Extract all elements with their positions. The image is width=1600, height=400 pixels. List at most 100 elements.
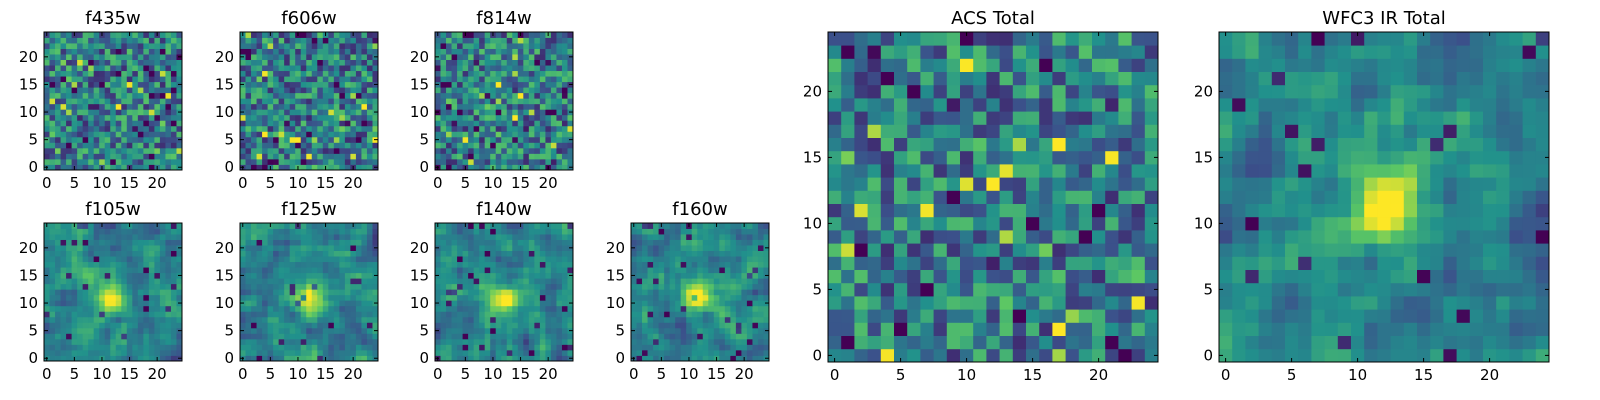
heatmap-cell bbox=[82, 228, 89, 235]
heatmap-cell bbox=[278, 125, 285, 132]
heatmap-cell bbox=[289, 81, 296, 88]
heatmap-cell bbox=[697, 338, 704, 345]
y-tick-label: 15 bbox=[606, 266, 625, 284]
heatmap-cell bbox=[702, 267, 709, 274]
heatmap-cell bbox=[440, 48, 447, 55]
heatmap-cell bbox=[77, 245, 84, 251]
heatmap-cell bbox=[262, 103, 268, 110]
heatmap-cell bbox=[132, 234, 139, 240]
heatmap-cell bbox=[339, 59, 346, 66]
heatmap-cell bbox=[550, 272, 557, 279]
heatmap-cell bbox=[165, 327, 172, 334]
heatmap-cell bbox=[170, 311, 177, 318]
heatmap-cell bbox=[567, 48, 574, 55]
heatmap-cell bbox=[973, 269, 987, 284]
heatmap-cell bbox=[556, 164, 563, 171]
heatmap-cell bbox=[545, 76, 552, 83]
heatmap-cell bbox=[77, 316, 84, 323]
heatmap-cell bbox=[702, 234, 709, 240]
heatmap-cell bbox=[306, 228, 313, 235]
heatmap-cell bbox=[132, 136, 139, 143]
heatmap-cell bbox=[763, 278, 770, 285]
heatmap-cell bbox=[137, 261, 144, 268]
heatmap-cell bbox=[446, 300, 452, 307]
heatmap-cell bbox=[473, 239, 480, 246]
heatmap-cell bbox=[920, 203, 934, 218]
heatmap-cell bbox=[372, 48, 379, 55]
heatmap-cell bbox=[256, 333, 263, 340]
heatmap-cell bbox=[71, 349, 78, 356]
heatmap-cell bbox=[49, 333, 56, 340]
heatmap-cell bbox=[339, 153, 346, 160]
heatmap-cell bbox=[719, 228, 726, 235]
heatmap-cell bbox=[361, 70, 368, 77]
heatmap-cell bbox=[322, 239, 329, 246]
heatmap-cell bbox=[132, 43, 139, 49]
heatmap-cell bbox=[468, 54, 475, 60]
heatmap-cell bbox=[512, 267, 519, 274]
heatmap-cell bbox=[828, 230, 842, 244]
heatmap-cell bbox=[550, 37, 557, 44]
heatmap-cell bbox=[159, 278, 166, 285]
heatmap-cell bbox=[894, 296, 908, 310]
heatmap-cell bbox=[506, 338, 513, 345]
heatmap-cell bbox=[523, 245, 530, 251]
heatmap-cell bbox=[920, 216, 934, 231]
heatmap-cell bbox=[960, 230, 974, 244]
heatmap-cell bbox=[1052, 269, 1066, 284]
heatmap-cell bbox=[647, 338, 654, 345]
heatmap-cell bbox=[245, 103, 252, 110]
heatmap-cell bbox=[484, 283, 491, 290]
heatmap-cell bbox=[658, 338, 665, 345]
heatmap-cell bbox=[841, 282, 855, 297]
heatmap-cell bbox=[366, 142, 373, 149]
heatmap-cell bbox=[719, 256, 726, 263]
heatmap-cell bbox=[251, 272, 257, 279]
heatmap-cell bbox=[44, 147, 50, 154]
heatmap-cell bbox=[99, 131, 106, 138]
heatmap-cell bbox=[165, 344, 172, 351]
heatmap-cell bbox=[528, 48, 535, 55]
heatmap-cell bbox=[110, 120, 117, 127]
heatmap-cell bbox=[506, 311, 513, 318]
heatmap-cell bbox=[154, 305, 161, 312]
heatmap-cell bbox=[435, 65, 441, 72]
heatmap-cell bbox=[104, 355, 111, 362]
heatmap-cell bbox=[973, 296, 987, 310]
heatmap-cell bbox=[1078, 230, 1093, 244]
panel-title: f814w bbox=[476, 8, 531, 29]
heatmap-cell bbox=[642, 228, 648, 235]
heatmap-cell bbox=[495, 349, 502, 356]
heatmap-cell bbox=[66, 245, 72, 251]
heatmap-cell bbox=[311, 300, 318, 307]
heatmap-cell bbox=[137, 37, 144, 44]
heatmap-cell bbox=[49, 153, 56, 160]
heatmap-cell bbox=[115, 125, 122, 132]
heatmap-cell bbox=[567, 322, 574, 329]
heatmap-cell bbox=[556, 223, 563, 229]
heatmap-cell bbox=[894, 230, 908, 244]
heatmap-cell bbox=[1105, 322, 1119, 336]
heatmap-cell bbox=[88, 311, 95, 318]
heatmap-cell bbox=[126, 327, 133, 334]
heatmap-cell bbox=[501, 338, 508, 345]
heatmap-cell bbox=[440, 349, 447, 356]
heatmap-cell bbox=[446, 239, 452, 246]
heatmap-cell bbox=[262, 283, 268, 290]
heatmap-cell bbox=[534, 153, 541, 160]
heatmap-cell bbox=[170, 234, 177, 240]
heatmap-cell bbox=[159, 234, 166, 240]
heatmap-cell bbox=[686, 338, 693, 345]
heatmap-cell bbox=[110, 327, 117, 334]
heatmap-cell bbox=[561, 120, 568, 127]
heatmap-cell bbox=[724, 278, 731, 285]
heatmap-cell bbox=[435, 98, 441, 105]
heatmap-cell bbox=[132, 81, 139, 88]
heatmap-cell bbox=[867, 164, 882, 178]
heatmap-cell bbox=[251, 98, 257, 105]
heatmap-cell bbox=[66, 125, 72, 132]
heatmap-cell bbox=[170, 228, 177, 235]
heatmap-cell bbox=[333, 278, 340, 285]
heatmap-cell bbox=[339, 32, 346, 38]
heatmap-cell bbox=[372, 37, 379, 44]
